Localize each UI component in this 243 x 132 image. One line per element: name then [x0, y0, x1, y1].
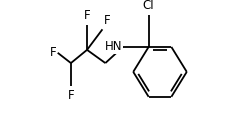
Text: F: F: [50, 46, 56, 59]
Text: F: F: [68, 89, 74, 102]
Text: F: F: [84, 9, 90, 22]
Text: HN: HN: [105, 40, 122, 53]
Text: Cl: Cl: [143, 0, 155, 12]
Text: F: F: [104, 14, 111, 27]
